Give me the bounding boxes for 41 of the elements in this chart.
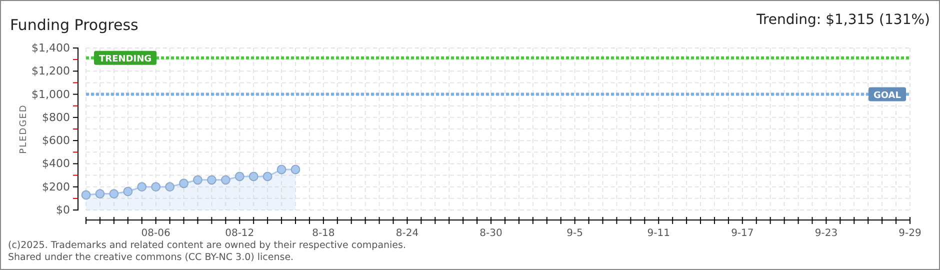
- x-tick-label: 08-12: [225, 228, 254, 239]
- point: [248, 172, 258, 182]
- x-tick-label: 9-5: [566, 228, 583, 239]
- point: [262, 172, 272, 182]
- point: [276, 164, 286, 174]
- y-tick-label: $1,000: [32, 88, 70, 101]
- y-tick-label: $0: [56, 204, 70, 217]
- ref-line-label: TRENDING: [99, 54, 152, 64]
- point: [234, 172, 244, 182]
- x-tick-label: 8-24: [396, 228, 419, 239]
- y-tick-label: $800: [42, 110, 70, 124]
- point: [193, 175, 202, 185]
- y-tick-label: $200: [42, 180, 70, 194]
- point: [206, 175, 216, 185]
- point: [220, 175, 230, 185]
- y-tick-label: $400: [42, 157, 70, 170]
- x-tick-label: 9-11: [647, 228, 670, 239]
- chart-title: Funding Progress: [10, 16, 139, 34]
- y-axis-title: PLEDGED: [19, 104, 29, 154]
- point: [137, 182, 147, 192]
- text: (c)2025. Trademarks and related content are owned by their respective companies.: [8, 240, 406, 251]
- x-tick-label: 9-29: [898, 228, 922, 239]
- point: [179, 178, 188, 188]
- x-tick-label: 8-18: [312, 228, 335, 239]
- ref-line-label: GOAL: [874, 90, 902, 101]
- point: [123, 186, 133, 196]
- point: [290, 164, 300, 174]
- text: Shared under the creative commons (CC BY-NC 3.0) license.: [8, 252, 294, 263]
- y-tick-label: $600: [42, 134, 70, 148]
- point: [95, 189, 105, 198]
- point: [109, 189, 119, 198]
- x-tick-label: 08-06: [141, 228, 170, 239]
- x-tick-label: 8-30: [480, 228, 502, 239]
- x-tick-label: 9-23: [814, 228, 838, 239]
- point: [165, 182, 174, 192]
- chart-subtitle: Trending: $1,315 (131%): [755, 12, 930, 28]
- x-tick-label: 9-17: [731, 228, 754, 239]
- point: [151, 182, 161, 192]
- y-tick-label: $1,400: [32, 42, 70, 55]
- y-tick-label: $1,200: [32, 64, 70, 78]
- point: [81, 190, 91, 200]
